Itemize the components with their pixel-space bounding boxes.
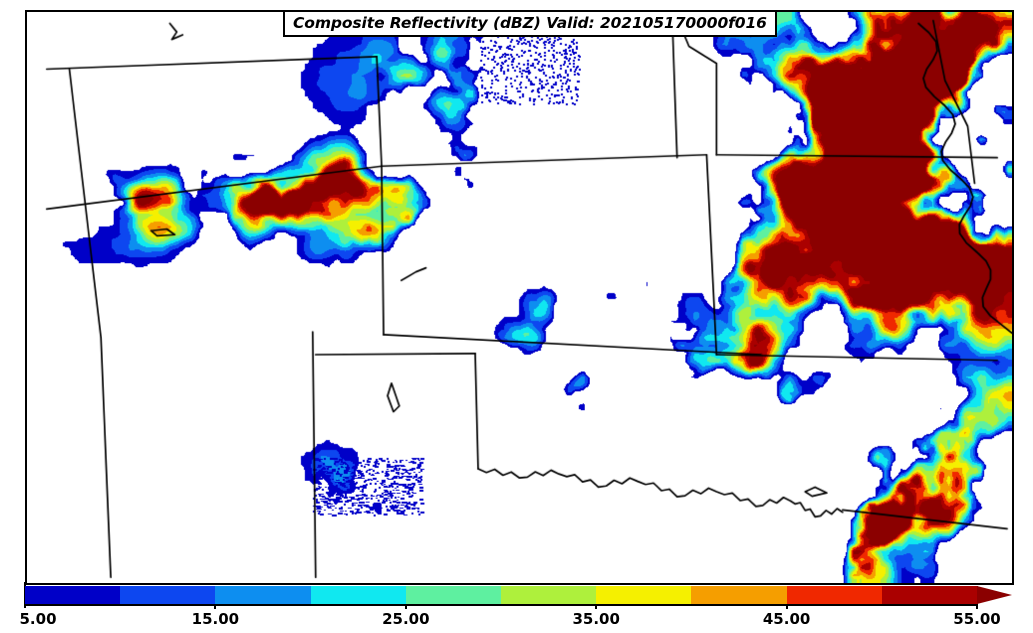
page-title: Composite Reflectivity (dBZ) Valid: 2021… (293, 14, 767, 32)
colorbar-baseline (25, 586, 977, 606)
colorbar-tick-15 (214, 604, 217, 609)
colorbar-block-25-30 (405, 586, 502, 604)
colorbar-block-50-55 (881, 586, 978, 604)
colorbar-block-35-40 (596, 586, 692, 604)
colorbar-tick-55 (976, 604, 978, 609)
colorbar-blocks (25, 586, 978, 604)
colorbar-tick-25 (404, 604, 407, 609)
state-boundaries-overlay (27, 12, 1012, 583)
colorbar-block-10-15 (120, 586, 216, 604)
colorbar-block-5-10 (25, 586, 121, 604)
colorbar-block-40-45 (691, 586, 788, 604)
colorbar-label-25: 25.00 (382, 610, 430, 628)
colorbar-label-55: 55.00 (953, 610, 1001, 628)
colorbar-block-20-25 (310, 586, 407, 604)
colorbar-label-5: 5.00 (19, 610, 57, 628)
colorbar-label-15: 15.00 (191, 610, 240, 628)
colorbar-block-30-35 (501, 586, 597, 604)
colorbar-label-35: 35.00 (572, 610, 620, 628)
colorbar-block-45-50 (786, 586, 883, 604)
radar-map-panel (25, 10, 1014, 585)
colorbar-label-45: 45.00 (762, 610, 811, 628)
colorbar: 5.00 15.00 25.00 35.00 45.00 55.00 (0, 582, 1033, 633)
map-title-box: Composite Reflectivity (dBZ) Valid: 2021… (283, 10, 777, 37)
colorbar-tick-45 (785, 604, 788, 609)
colorbar-max-arrow (977, 586, 1012, 604)
colorbar-tick-35 (595, 604, 598, 609)
colorbar-block-15-20 (215, 586, 312, 604)
